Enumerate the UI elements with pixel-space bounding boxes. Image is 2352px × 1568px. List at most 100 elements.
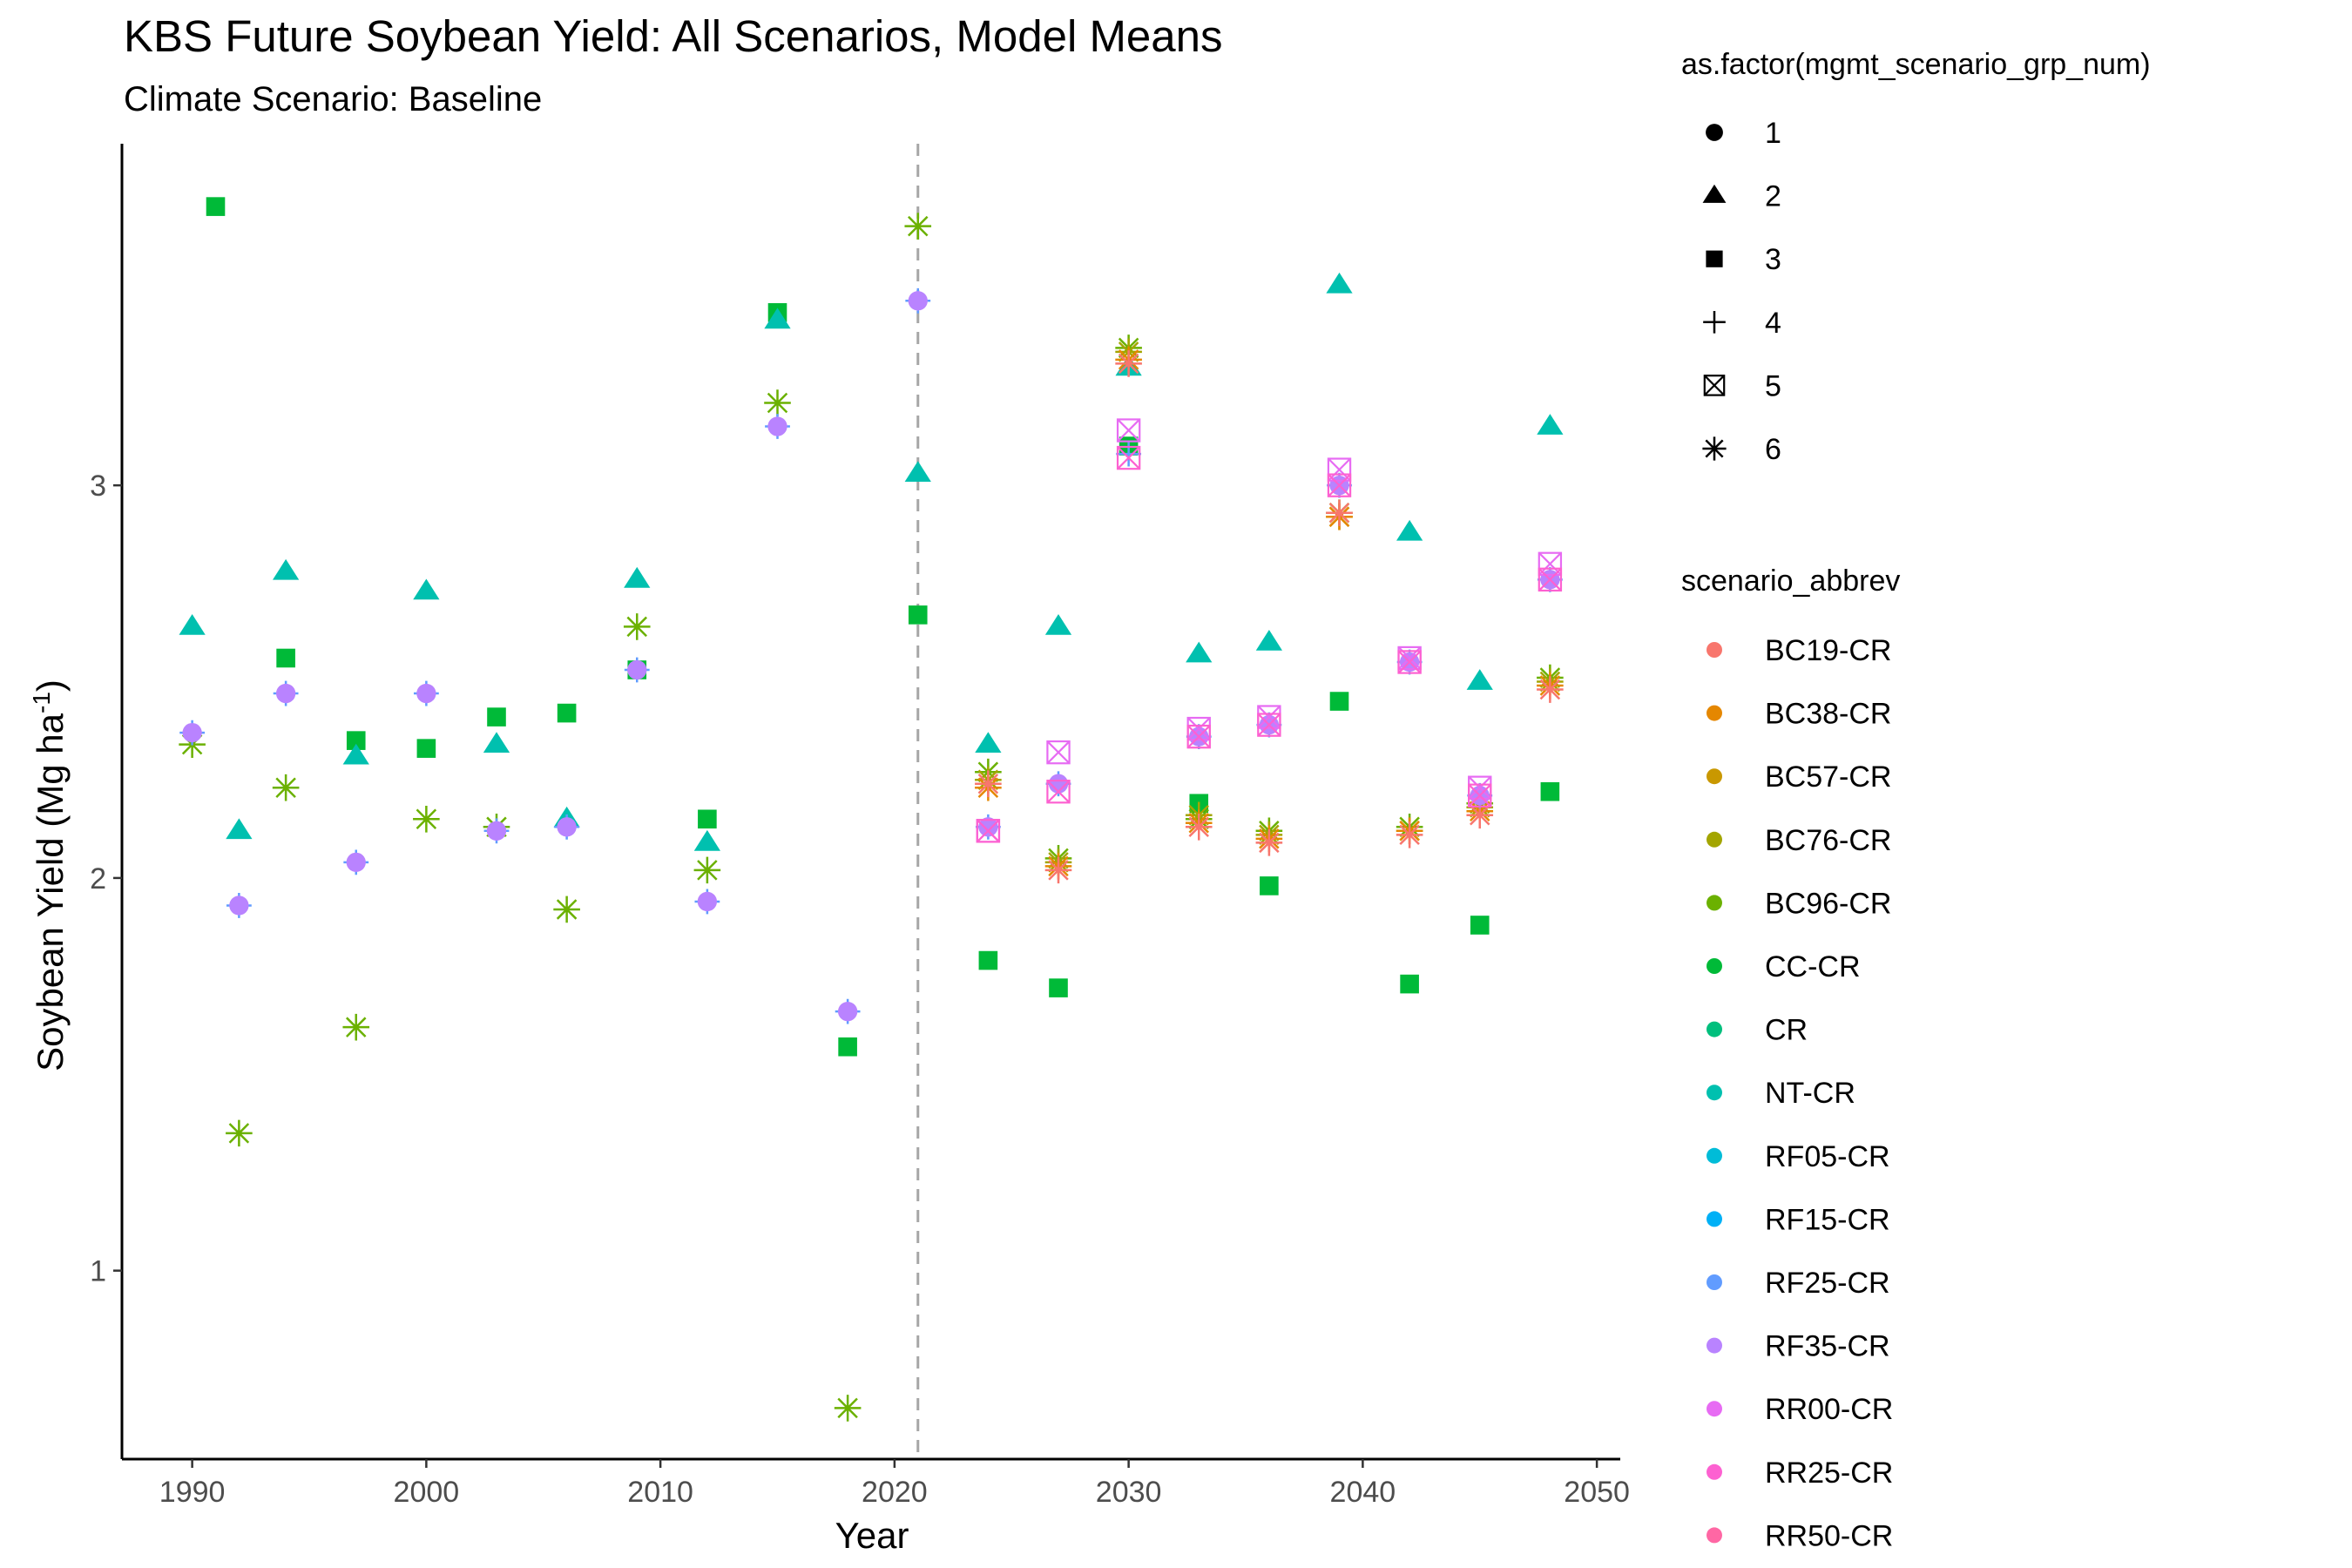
- point-RR25-CR-2039: [1327, 473, 1352, 497]
- point-RF35-CR-2024: [978, 817, 998, 837]
- series-RR25-CR: [976, 445, 1563, 843]
- y-axis-title: Soybean Yield (Mg ha-1): [28, 679, 71, 1071]
- series-RF25-CR: [179, 287, 1563, 1024]
- point-NT-CR-2003: [483, 732, 510, 754]
- point-RF35-CR-1992: [229, 896, 249, 916]
- point-CC-CR-2006: [557, 703, 577, 723]
- shape-legend-label-6: 6: [1765, 433, 1781, 466]
- color-legend-key-RR25-CR: [1707, 1463, 1722, 1480]
- point-BC96-CR-2006: [553, 896, 580, 923]
- color-legend-key-CC-CR: [1707, 958, 1722, 974]
- point-BC19-CR-2042: [1396, 821, 1423, 848]
- color-legend-key-BC76-CR: [1707, 831, 1722, 848]
- point-NT-CR-2045: [1466, 669, 1493, 690]
- point-BC96-CR-1997: [342, 1013, 370, 1041]
- point-CC-CR-2024: [978, 950, 998, 970]
- point-RF35-CR-2000: [416, 683, 436, 704]
- point-NT-CR-2015: [764, 308, 791, 329]
- point-NT-CR-2036: [1255, 630, 1282, 651]
- x-tick-label-2050: 2050: [1564, 1476, 1630, 1509]
- point-BC96-CR-2021: [904, 213, 932, 240]
- color-legend-key-RF05-CR: [1707, 1147, 1722, 1164]
- point-CC-CR-2045: [1470, 916, 1490, 935]
- point-NT-CR-1992: [226, 818, 253, 840]
- x-axis-title: Year: [835, 1515, 909, 1556]
- point-RF35-CR-2012: [697, 891, 718, 912]
- point-RR25-CR-2036: [1257, 713, 1281, 737]
- color-legend-label-RR50-CR: RR50-CR: [1765, 1519, 1893, 1552]
- point-RR25-CR-2048: [1538, 567, 1563, 592]
- point-BC19-CR-2036: [1255, 829, 1283, 856]
- color-legend-key-BC57-CR: [1707, 768, 1722, 785]
- shape-legend-label-2: 2: [1765, 180, 1781, 213]
- shape-legend-key-4: [1703, 311, 1726, 334]
- series-BC19-CR: [975, 350, 1564, 884]
- shape-legend-key-3: [1706, 250, 1723, 267]
- color-legend-label-BC38-CR: BC38-CR: [1765, 698, 1891, 731]
- y-tick-label-1: 1: [90, 1255, 106, 1288]
- shape-legend-label-3: 3: [1765, 243, 1781, 276]
- point-RF35-CR-2018: [837, 1001, 858, 1022]
- point-RF25-CR-2030: [1116, 441, 1142, 467]
- chart-subtitle: Climate Scenario: Baseline: [124, 80, 543, 118]
- point-BC19-CR-2030: [1115, 350, 1142, 377]
- color-legend-label-BC19-CR: BC19-CR: [1765, 634, 1891, 667]
- point-CC-CR-2000: [416, 739, 436, 758]
- point-NT-CR-2012: [693, 829, 720, 851]
- series-RF35-CR: [182, 291, 1560, 1022]
- color-legend-label-BC96-CR: BC96-CR: [1765, 887, 1891, 920]
- color-legend-label-BC57-CR: BC57-CR: [1765, 760, 1891, 794]
- point-RR00-CR-2027: [1046, 740, 1071, 765]
- shape-legend-key-1: [1706, 124, 1723, 141]
- point-BC19-CR-2048: [1537, 676, 1564, 703]
- point-CC-CR-2048: [1540, 781, 1560, 801]
- shape-legend-key-5: [1703, 375, 1726, 396]
- color-legend-key-RR50-CR: [1707, 1527, 1722, 1544]
- point-RF35-CR-2006: [557, 817, 577, 837]
- color-legend-key-RR00-CR: [1707, 1401, 1722, 1417]
- point-RF35-CR-2009: [627, 659, 647, 680]
- point-NT-CR-1997: [342, 743, 369, 765]
- chart-title: KBS Future Soybean Yield: All Scenarios,…: [124, 11, 1223, 61]
- point-RR25-CR-2024: [976, 819, 1001, 843]
- point-CC-CR-2036: [1260, 876, 1279, 896]
- point-NT-CR-2027: [1044, 614, 1072, 635]
- point-CC-CR-1991: [206, 197, 226, 216]
- point-CC-CR-2039: [1329, 692, 1349, 711]
- y-tick-label-2: 2: [90, 862, 106, 896]
- color-legend-label-NT-CR: NT-CR: [1765, 1077, 1855, 1110]
- point-BC19-CR-2024: [975, 770, 1002, 798]
- point-RF35-CR-1994: [275, 683, 296, 704]
- shape-legend-key-2: [1702, 184, 1727, 203]
- color-legend-key-BC38-CR: [1707, 705, 1722, 721]
- point-BC96-CR-2009: [623, 613, 651, 640]
- point-BC96-CR-2000: [413, 805, 440, 833]
- y-axis-title-sup: -1: [28, 692, 55, 713]
- point-RF35-CR-2003: [486, 821, 507, 841]
- x-tick-label-2010: 2010: [627, 1476, 693, 1509]
- x-tick-label-2030: 2030: [1096, 1476, 1162, 1509]
- point-CC-CR-1997: [346, 731, 366, 750]
- point-RF35-CR-2027: [1048, 774, 1069, 794]
- point-BC19-CR-2027: [1044, 856, 1072, 884]
- color-legend-key-RF35-CR: [1707, 1337, 1722, 1354]
- color-legend-key-NT-CR: [1707, 1085, 1722, 1101]
- color-legend-label-RR00-CR: RR00-CR: [1765, 1393, 1893, 1426]
- x-tick-label-2000: 2000: [394, 1476, 460, 1509]
- point-BC96-CR-1994: [272, 774, 300, 801]
- series-BC96-CR: [179, 213, 1564, 1422]
- point-RR25-CR-2030: [1116, 445, 1141, 470]
- point-CC-CR-2018: [838, 1037, 857, 1057]
- point-RF35-CR-1990: [182, 722, 202, 743]
- point-BC19-CR-2039: [1326, 499, 1353, 527]
- color-legend: BC19-CR BC38-CR BC57-CR BC76-CR BC96-CR CC-CR…: [1707, 634, 1893, 1552]
- y-axis-title-main: Soybean Yield (Mg ha: [30, 713, 71, 1071]
- point-RF35-CR-2015: [767, 416, 787, 436]
- shape-legend-key-6: [1702, 436, 1727, 461]
- color-legend-key-CR: [1707, 1021, 1722, 1037]
- shape-legend-label-4: 4: [1765, 307, 1781, 340]
- x-tick-label-2020: 2020: [862, 1476, 928, 1509]
- shape-legend: 1 2 3 4 5 6: [1702, 117, 1781, 466]
- point-BC19-CR-2033: [1185, 813, 1213, 841]
- color-legend-key-RF15-CR: [1707, 1211, 1722, 1227]
